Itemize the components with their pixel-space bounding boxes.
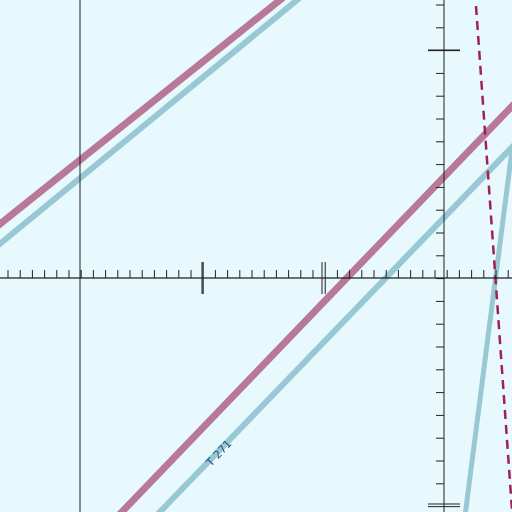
- airway-blue-steep[interactable]: [462, 149, 512, 512]
- airway-magenta-upper[interactable]: [0, 0, 286, 232]
- airway-blue-lower[interactable]: [155, 142, 512, 512]
- airway-magenta-lower[interactable]: [116, 101, 512, 512]
- boundary-dashed-line: [474, 5, 512, 511]
- horizontal-tick-marks: [7, 262, 509, 294]
- vertical-tick-marks: [428, 4, 460, 508]
- airway-blue-upper[interactable]: [0, 0, 302, 252]
